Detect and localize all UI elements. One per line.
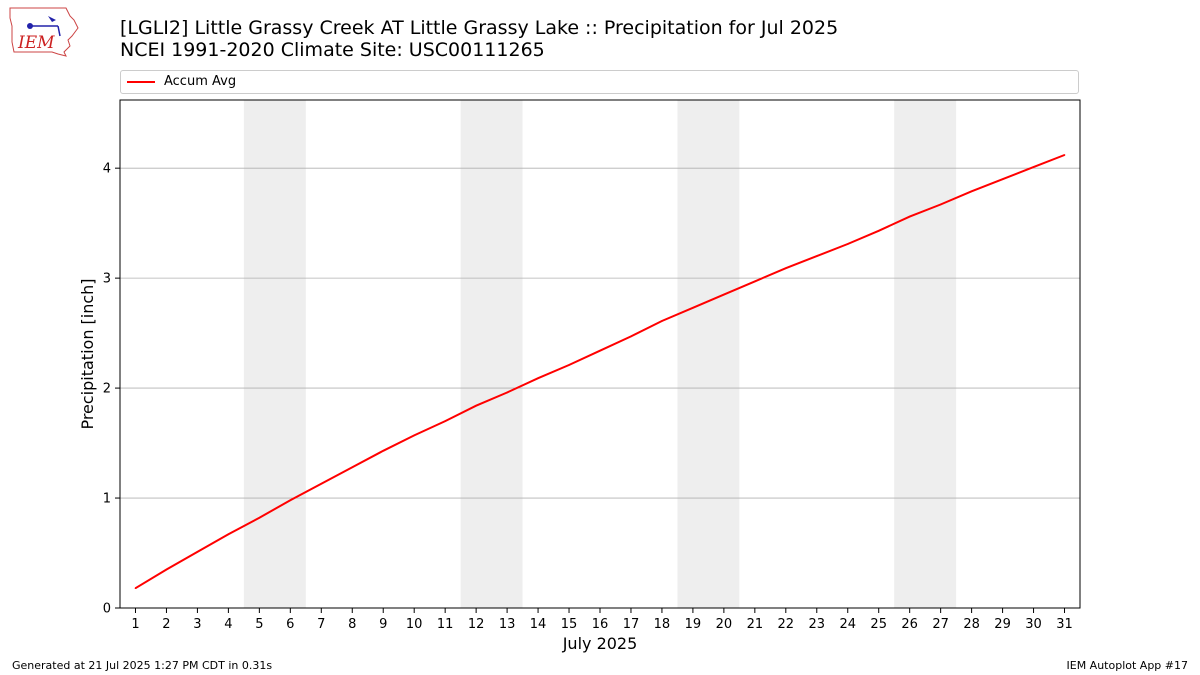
data-point — [568, 364, 570, 366]
x-tick-label: 12 — [468, 617, 485, 632]
data-point — [785, 267, 787, 270]
legend: Accum Avg — [120, 70, 1079, 94]
data-point — [320, 482, 323, 485]
x-tick-label: 21 — [747, 617, 764, 632]
legend-label: Accum Avg — [164, 74, 237, 89]
data-point — [475, 404, 477, 407]
x-tick-label: 14 — [530, 617, 547, 632]
y-tick-label: 1 — [103, 492, 111, 507]
data-point — [939, 203, 942, 206]
app-label: IEM Autoplot App #17 — [1066, 659, 1189, 672]
x-tick-label: 22 — [778, 617, 795, 632]
data-point — [382, 449, 385, 452]
title-line-1: [LGLI2] Little Grassy Creek AT Little Gr… — [120, 17, 839, 39]
data-point — [815, 255, 818, 257]
x-tick-label: 9 — [379, 617, 387, 632]
x-tick-label: 24 — [839, 617, 856, 632]
x-tick-label: 27 — [932, 617, 949, 632]
x-tick-label: 17 — [623, 617, 640, 632]
plot-frame — [119, 99, 1081, 609]
data-point — [506, 391, 508, 394]
y-tick-label: 0 — [103, 602, 111, 617]
x-tick-label: 26 — [901, 617, 918, 632]
data-point — [723, 293, 725, 296]
x-tick-label: 11 — [437, 617, 454, 632]
x-tick-label: 2 — [162, 617, 170, 632]
y-tick-label: 2 — [103, 382, 111, 397]
weekend-shade — [460, 100, 523, 608]
data-point — [630, 335, 632, 338]
data-point — [692, 307, 694, 309]
x-tick-label: 25 — [870, 617, 887, 632]
title-line-2: NCEI 1991-2020 Climate Site: USC00111265 — [120, 39, 545, 61]
x-tick-label: 5 — [255, 617, 263, 632]
data-point — [289, 499, 292, 502]
x-tick-label: 8 — [348, 617, 356, 632]
chart-title: [LGLI2] Little Grassy Creek AT Little Gr… — [120, 17, 838, 61]
x-tick-label: 7 — [317, 617, 325, 632]
weekend-shade — [243, 100, 306, 608]
data-point — [846, 243, 849, 245]
data-point — [134, 587, 137, 590]
data-point — [227, 533, 230, 536]
iem-logo: IEM — [8, 6, 80, 58]
data-point — [970, 190, 973, 193]
data-point — [351, 466, 354, 469]
generated-timestamp: Generated at 21 Jul 2025 1:27 PM CDT in … — [12, 659, 273, 672]
data-point — [444, 420, 446, 422]
legend-swatch — [127, 81, 155, 83]
x-tick-label: 3 — [193, 617, 201, 632]
x-tick-label: 31 — [1056, 617, 1073, 632]
x-tick-label: 16 — [592, 617, 609, 632]
x-tick-label: 20 — [716, 617, 733, 632]
x-tick-label: 4 — [224, 617, 232, 632]
data-point — [537, 377, 539, 379]
data-point — [1032, 166, 1035, 168]
x-tick-label: 10 — [406, 617, 423, 632]
data-point — [908, 215, 911, 218]
weekend-shade — [677, 100, 740, 608]
x-tick-label: 15 — [561, 617, 578, 632]
data-point — [599, 349, 601, 352]
y-tick-label: 3 — [103, 272, 111, 287]
svg-text:IEM: IEM — [17, 33, 55, 53]
x-tick-label: 1 — [131, 617, 139, 632]
data-point — [1063, 154, 1066, 156]
data-point — [661, 320, 663, 322]
y-tick-label: 4 — [103, 162, 111, 177]
data-point — [413, 434, 415, 437]
data-point — [258, 517, 261, 519]
x-tick-label: 13 — [499, 617, 516, 632]
data-point — [196, 551, 199, 553]
x-tick-label: 29 — [994, 617, 1011, 632]
x-tick-label: 6 — [286, 617, 294, 632]
x-tick-label: 18 — [654, 617, 671, 632]
y-axis-label: Precipitation [inch] — [78, 278, 97, 429]
data-point — [877, 230, 880, 232]
x-tick-label: 28 — [963, 617, 980, 632]
data-point — [165, 568, 168, 571]
weekend-shade — [894, 100, 957, 608]
x-tick-label: 23 — [809, 617, 826, 632]
x-tick-label: 30 — [1025, 617, 1042, 632]
data-point — [754, 280, 756, 283]
x-tick-label: 19 — [685, 617, 702, 632]
data-point — [1001, 178, 1004, 180]
x-axis-label: July 2025 — [562, 634, 638, 653]
